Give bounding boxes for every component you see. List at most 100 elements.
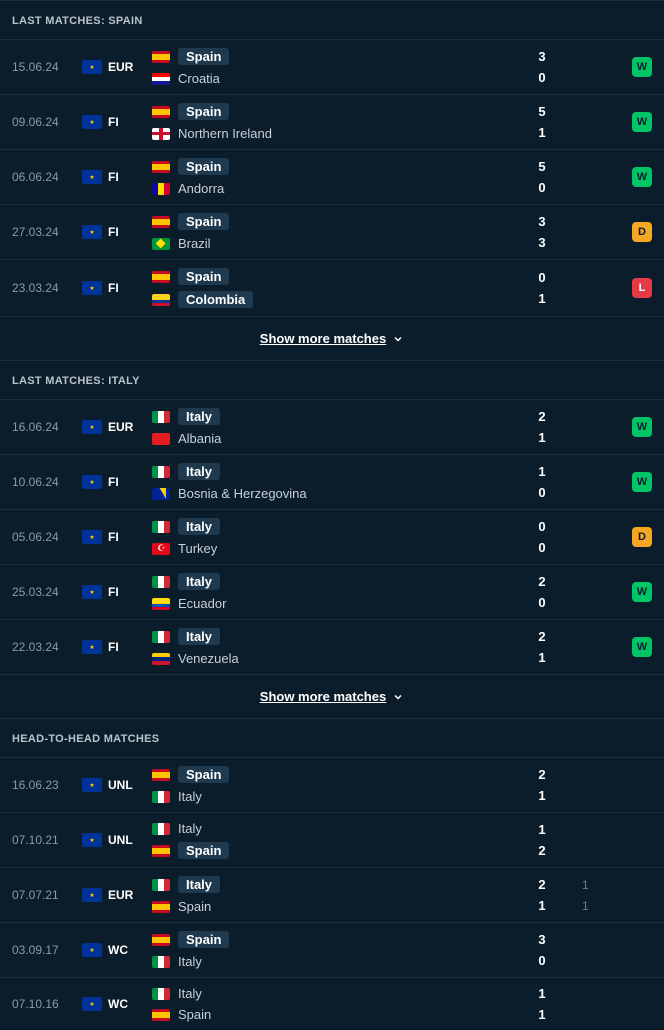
team-flag-icon bbox=[152, 294, 170, 306]
score-main: 2 bbox=[532, 629, 552, 644]
competition: FI bbox=[82, 268, 152, 308]
team-name: Bosnia & Herzegovina bbox=[178, 486, 307, 501]
match-row[interactable]: 10.06.24FIItalyBosnia & Herzegovina10W bbox=[0, 454, 664, 509]
team-name: Turkey bbox=[178, 541, 217, 556]
competition: EUR bbox=[82, 876, 152, 914]
scores: 33 bbox=[532, 213, 622, 251]
team-flag-icon bbox=[152, 879, 170, 891]
team-line: Andorra bbox=[152, 181, 532, 196]
match-row[interactable]: 23.03.24FISpainColombia01L bbox=[0, 259, 664, 316]
team-name: Italy bbox=[178, 573, 220, 590]
show-more-button[interactable]: Show more matches bbox=[0, 316, 664, 360]
team-name: Italy bbox=[178, 408, 220, 425]
score-main: 3 bbox=[532, 235, 552, 250]
match-row[interactable]: 07.10.16WCItalySpain11 bbox=[0, 977, 664, 1030]
team-flag-icon bbox=[152, 183, 170, 195]
competition-code: FI bbox=[108, 225, 119, 239]
score-line: 0 bbox=[532, 270, 622, 285]
team-line: Spain bbox=[152, 899, 532, 914]
team-line: Spain bbox=[152, 1007, 532, 1022]
team-name: Spain bbox=[178, 103, 229, 120]
team-flag-icon bbox=[152, 934, 170, 946]
section-header: LAST MATCHES: ITALY bbox=[0, 360, 664, 399]
match-date: 27.03.24 bbox=[12, 213, 82, 251]
team-line: Spain bbox=[152, 158, 532, 175]
competition: FI bbox=[82, 518, 152, 556]
match-row[interactable]: 25.03.24FIItalyEcuador20W bbox=[0, 564, 664, 619]
match-row[interactable]: 06.06.24FISpainAndorra50W bbox=[0, 149, 664, 204]
show-more-button[interactable]: Show more matches bbox=[0, 674, 664, 718]
score-line: 1 bbox=[532, 430, 622, 445]
competition: EUR bbox=[82, 408, 152, 446]
scores: 30 bbox=[532, 931, 622, 969]
team-line: Bosnia & Herzegovina bbox=[152, 486, 532, 501]
scores: 21 bbox=[532, 766, 622, 804]
match-row[interactable]: 07.10.21UNLItalySpain12 bbox=[0, 812, 664, 867]
team-line: Spain bbox=[152, 48, 532, 65]
match-row[interactable]: 05.06.24FIItalyTurkey00D bbox=[0, 509, 664, 564]
score-line: 5 bbox=[532, 159, 622, 174]
score-main: 5 bbox=[532, 104, 552, 119]
match-date: 05.06.24 bbox=[12, 518, 82, 556]
team-name: Italy bbox=[178, 821, 202, 836]
score-main: 3 bbox=[532, 932, 552, 947]
scores: 12 bbox=[532, 821, 622, 859]
team-flag-icon bbox=[152, 128, 170, 140]
match-row[interactable]: 15.06.24EURSpainCroatia30W bbox=[0, 39, 664, 94]
competition-code: FI bbox=[108, 281, 119, 295]
team-flag-icon bbox=[152, 543, 170, 555]
competition: FI bbox=[82, 213, 152, 251]
team-name: Italy bbox=[178, 789, 202, 804]
competition-flag-icon bbox=[82, 115, 102, 129]
chevron-down-icon bbox=[392, 691, 404, 703]
teams: Spain Italy bbox=[152, 766, 532, 804]
score-main: 1 bbox=[532, 822, 552, 837]
score-line: 1 bbox=[532, 650, 622, 665]
score-line: 3 bbox=[532, 49, 622, 64]
team-line: Italy bbox=[152, 876, 532, 893]
section-title: HEAD-TO-HEAD MATCHES bbox=[12, 733, 159, 745]
team-line: Northern Ireland bbox=[152, 126, 532, 141]
result-badge: D bbox=[632, 222, 652, 242]
team-flag-icon bbox=[152, 488, 170, 500]
match-row[interactable]: 27.03.24FISpainBrazil33D bbox=[0, 204, 664, 259]
team-line: Spain bbox=[152, 268, 532, 285]
team-line: Spain bbox=[152, 213, 532, 230]
match-row[interactable]: 09.06.24FISpainNorthern Ireland51W bbox=[0, 94, 664, 149]
team-flag-icon bbox=[152, 1009, 170, 1021]
competition-code: EUR bbox=[108, 888, 133, 902]
team-flag-icon bbox=[152, 161, 170, 173]
competition-code: EUR bbox=[108, 60, 133, 74]
score-main: 1 bbox=[532, 430, 552, 445]
score-main: 2 bbox=[532, 574, 552, 589]
team-name: Spain bbox=[178, 766, 229, 783]
score-main: 0 bbox=[532, 180, 552, 195]
score-main: 1 bbox=[532, 291, 552, 306]
team-line: Colombia bbox=[152, 291, 532, 308]
score-line: 1 bbox=[532, 788, 622, 803]
match-row[interactable]: 16.06.23UNLSpainItaly21 bbox=[0, 757, 664, 812]
competition-code: WC bbox=[108, 943, 128, 957]
team-flag-icon bbox=[152, 106, 170, 118]
score-sub: 1 bbox=[582, 899, 589, 913]
team-flag-icon bbox=[152, 466, 170, 478]
competition-flag-icon bbox=[82, 530, 102, 544]
team-flag-icon bbox=[152, 576, 170, 588]
score-line: 0 bbox=[532, 70, 622, 85]
result: W bbox=[622, 408, 652, 446]
teams: Spain Colombia bbox=[152, 268, 532, 308]
match-row[interactable]: 22.03.24FIItalyVenezuela21W bbox=[0, 619, 664, 674]
match-row[interactable]: 03.09.17WCSpainItaly30 bbox=[0, 922, 664, 977]
competition-flag-icon bbox=[82, 997, 102, 1011]
teams: ItalyVenezuela bbox=[152, 628, 532, 666]
match-date: 25.03.24 bbox=[12, 573, 82, 611]
score-sub: 1 bbox=[582, 878, 589, 892]
result-badge: W bbox=[632, 112, 652, 132]
competition: FI bbox=[82, 158, 152, 196]
team-line: Italy bbox=[152, 821, 532, 836]
match-date: 07.07.21 bbox=[12, 876, 82, 914]
match-row[interactable]: 16.06.24EURItalyAlbania21W bbox=[0, 399, 664, 454]
result-badge: D bbox=[632, 527, 652, 547]
score-line: 0 bbox=[532, 485, 622, 500]
team-name: Italy bbox=[178, 628, 220, 645]
